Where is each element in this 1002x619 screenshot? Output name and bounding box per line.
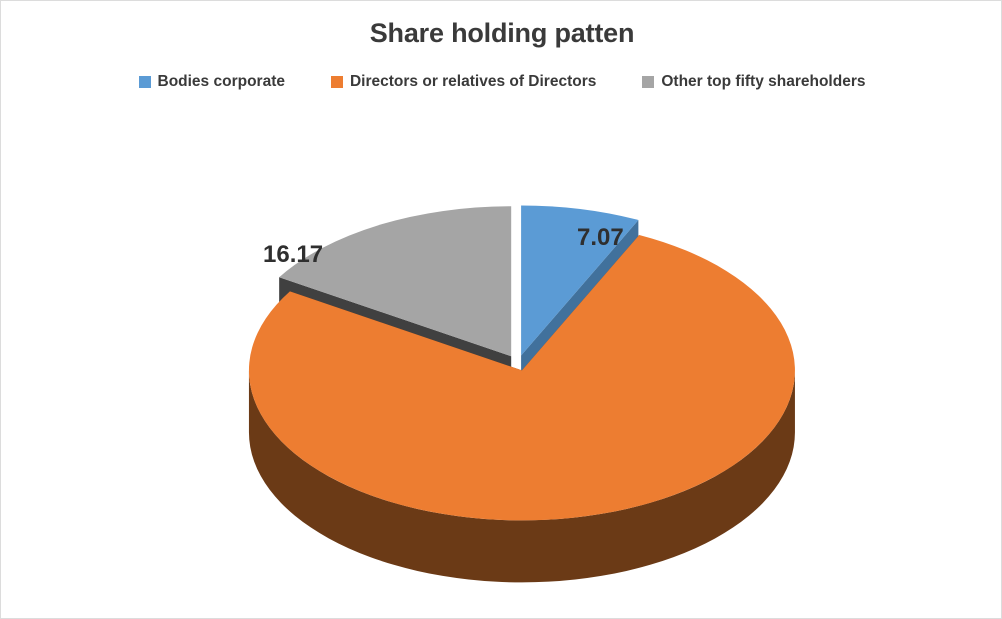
legend-swatch-icon — [138, 76, 151, 88]
chart-title: Share holding patten — [369, 18, 635, 48]
legend-label: Directors or relatives of Directors — [349, 73, 597, 90]
legend-swatch-icon — [330, 76, 343, 88]
pie-chart-svg[interactable] — [1, 101, 1002, 601]
pie-plot-area: 7.07 76.78 16.17 — [1, 101, 1002, 601]
legend-label: Other top fifty shareholders — [661, 73, 866, 90]
legend-item-other-top-fifty[interactable]: Other top fifty shareholders — [642, 73, 865, 91]
chart-legend: Bodies corporate Directors or relatives … — [1, 73, 1001, 91]
data-label-slice-0: 7.07 — [577, 224, 624, 251]
legend-item-bodies-corporate[interactable]: Bodies corporate — [138, 73, 285, 91]
legend-swatch-icon — [642, 76, 655, 88]
legend-item-directors-or-relatives[interactable]: Directors or relatives of Directors — [330, 73, 597, 91]
data-label-slice-2: 16.17 — [263, 241, 324, 268]
legend-label: Bodies corporate — [157, 73, 285, 90]
